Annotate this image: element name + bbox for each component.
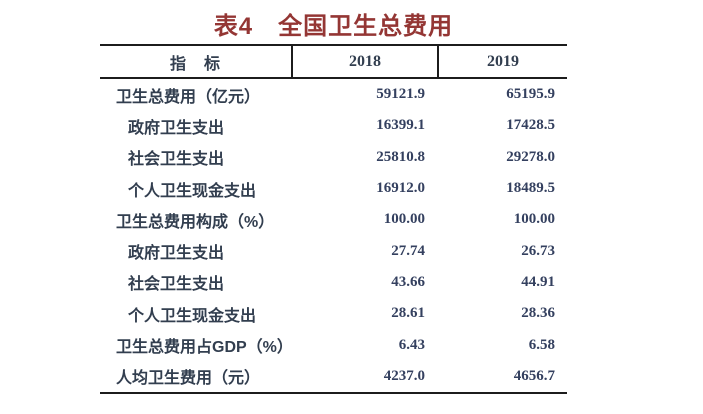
row-label: 社会卫生支出 xyxy=(128,151,225,169)
value-2018: 28.61 xyxy=(391,305,425,322)
value-2018: 43.66 xyxy=(391,273,425,290)
value-2018: 59121.9 xyxy=(376,86,425,103)
table-body: 卫生总费用（亿元） 59121.9 65195.9 政府卫生支出 16399.1… xyxy=(100,79,567,394)
value-2018: 16399.1 xyxy=(376,117,425,134)
table-row: 社会卫生支出 25810.8 29278.0 xyxy=(100,142,567,173)
value-2019: 26.73 xyxy=(521,242,555,259)
table-row: 社会卫生支出 43.66 44.91 xyxy=(100,267,567,298)
row-label: 卫生总费用（亿元） xyxy=(116,88,261,106)
value-2019: 17428.5 xyxy=(506,117,555,134)
row-label: 社会卫生支出 xyxy=(128,276,225,294)
health-expenditure-table: 指 标 2018 2019 卫生总费用（亿元） 59121.9 65195.9 … xyxy=(100,44,567,394)
row-label: 卫生总费用占GDP（%） xyxy=(116,339,293,357)
table-row: 卫生总费用（亿元） 59121.9 65195.9 xyxy=(100,79,567,110)
row-label: 人均卫生费用（元） xyxy=(116,370,261,388)
table-title: 表4 全国卫生总费用 xyxy=(213,13,454,40)
table-row: 个人卫生现金支出 16912.0 18489.5 xyxy=(100,173,567,204)
table-row: 政府卫生支出 16399.1 17428.5 xyxy=(100,110,567,141)
table-row: 卫生总费用构成（%） 100.00 100.00 xyxy=(100,204,567,235)
table-row: 政府卫生支出 27.74 26.73 xyxy=(100,235,567,266)
value-2019: 4656.7 xyxy=(513,367,555,384)
value-2019: 44.91 xyxy=(521,273,555,290)
value-2019: 18489.5 xyxy=(506,180,555,197)
table-row: 人均卫生费用（元） 4237.0 4656.7 xyxy=(100,361,567,392)
column-header-2019: 2019 xyxy=(437,46,567,77)
value-2018: 16912.0 xyxy=(376,180,425,197)
value-2019: 100.00 xyxy=(513,211,555,228)
row-label: 卫生总费用构成（%） xyxy=(116,213,275,231)
value-2019: 65195.9 xyxy=(506,86,555,103)
row-label: 个人卫生现金支出 xyxy=(128,307,257,325)
table-row: 卫生总费用占GDP（%） 6.43 6.58 xyxy=(100,329,567,360)
table-row: 个人卫生现金支出 28.61 28.36 xyxy=(100,298,567,329)
table-header-row: 指 标 2018 2019 xyxy=(100,44,567,79)
value-2018: 25810.8 xyxy=(376,148,425,165)
value-2018: 100.00 xyxy=(383,211,425,228)
value-2019: 28.36 xyxy=(521,305,555,322)
value-2019: 29278.0 xyxy=(506,148,555,165)
column-header-2018: 2018 xyxy=(291,46,437,77)
value-2018: 4237.0 xyxy=(383,367,425,384)
value-2018: 27.74 xyxy=(391,242,425,259)
value-2019: 6.58 xyxy=(528,336,555,353)
row-label: 个人卫生现金支出 xyxy=(128,182,257,200)
row-label: 政府卫生支出 xyxy=(128,119,225,137)
value-2018: 6.43 xyxy=(398,336,425,353)
column-header-indicator: 指 标 xyxy=(169,55,221,73)
row-label: 政府卫生支出 xyxy=(128,245,225,263)
